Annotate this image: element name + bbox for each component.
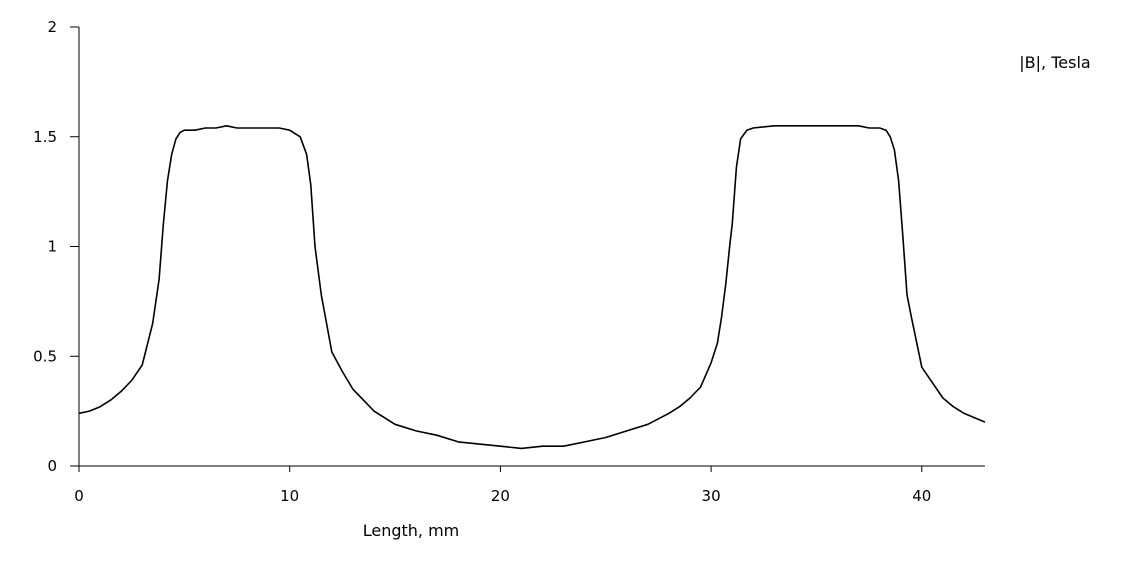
- x-tick-label: 10: [280, 487, 299, 505]
- y-tick-label: 2: [47, 18, 57, 36]
- x-ticks: 0 10 20 30 40: [74, 466, 931, 505]
- x-tick-label: 0: [74, 487, 84, 505]
- y-tick-label: 1: [47, 238, 57, 256]
- y-tick-label: 0: [47, 457, 57, 475]
- y-tick-label: 1.5: [33, 128, 57, 146]
- x-tick-label: 30: [702, 487, 721, 505]
- x-tick-label: 20: [491, 487, 510, 505]
- y-ticks: 0 0.5 1 1.5 2: [33, 18, 79, 475]
- x-axis-label: Length, mm: [363, 521, 460, 540]
- x-tick-label: 40: [912, 487, 931, 505]
- series-line: [78, 125, 986, 450]
- y-axis-label: |B|, Tesla: [1019, 53, 1090, 72]
- y-tick-label: 0.5: [33, 347, 57, 365]
